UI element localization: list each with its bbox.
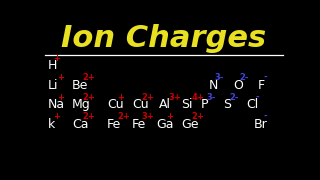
Text: Fe: Fe (132, 118, 146, 131)
Text: +: + (53, 54, 60, 63)
Text: +: + (57, 93, 64, 102)
Text: k: k (47, 118, 55, 131)
Text: Cu: Cu (132, 98, 148, 111)
Text: S: S (224, 98, 232, 111)
Text: 3+: 3+ (142, 112, 155, 121)
Text: Ion Charges: Ion Charges (61, 24, 267, 53)
Text: +: + (53, 112, 60, 121)
Text: Fe: Fe (107, 118, 121, 131)
Text: 2+: 2+ (191, 112, 204, 121)
Text: 4+: 4+ (191, 93, 204, 102)
Text: F: F (258, 79, 265, 92)
Text: -: - (263, 112, 267, 121)
Text: Ge: Ge (181, 118, 199, 131)
Text: Cl: Cl (246, 98, 258, 111)
Text: 2+: 2+ (82, 73, 95, 82)
Text: N: N (209, 79, 218, 92)
Text: O: O (234, 79, 243, 92)
Text: 3-: 3- (214, 73, 223, 82)
Text: Be: Be (72, 79, 89, 92)
Text: P: P (201, 98, 209, 111)
Text: +: + (57, 73, 64, 82)
Text: Br: Br (253, 118, 267, 131)
Text: Ga: Ga (156, 118, 174, 131)
Text: -: - (256, 93, 260, 102)
Text: 2-: 2- (229, 93, 238, 102)
Text: Cu: Cu (107, 98, 124, 111)
Text: Na: Na (47, 98, 65, 111)
Text: -: - (264, 73, 267, 82)
Text: 2+: 2+ (117, 112, 130, 121)
Text: Al: Al (159, 98, 171, 111)
Text: 3-: 3- (207, 93, 216, 102)
Text: 2+: 2+ (82, 93, 95, 102)
Text: Ca: Ca (72, 118, 89, 131)
Text: Si: Si (181, 98, 193, 111)
Text: +: + (166, 112, 173, 121)
Text: Li: Li (47, 79, 58, 92)
Text: 2+: 2+ (82, 112, 95, 121)
Text: H: H (47, 59, 57, 73)
Text: 3+: 3+ (169, 93, 182, 102)
Text: Mg: Mg (72, 98, 91, 111)
Text: +: + (117, 93, 124, 102)
Text: 2-: 2- (239, 73, 248, 82)
Text: 2+: 2+ (142, 93, 155, 102)
